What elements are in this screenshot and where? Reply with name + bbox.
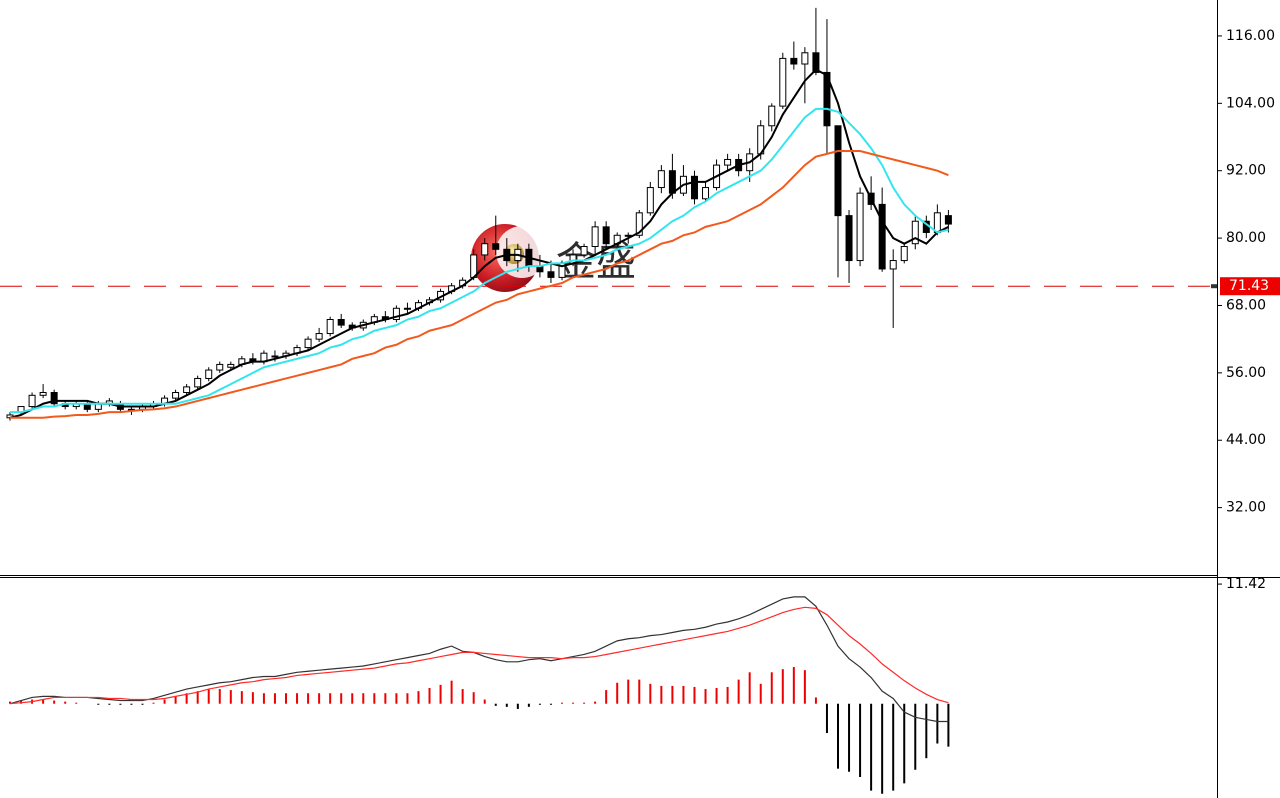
candle-body <box>205 369 213 379</box>
candle-body <box>337 319 345 326</box>
candle-body <box>702 187 710 200</box>
candle-body <box>194 377 202 388</box>
last-price-label: 71.43 <box>1229 278 1269 294</box>
price-panel: 32.00 44.00 56.00 68.00 80.00 92.00 104.00 116.… <box>0 7 1280 516</box>
candle-body <box>690 175 698 200</box>
candle-body <box>172 392 180 399</box>
candle-body <box>315 333 323 340</box>
last-price-marker <box>1211 284 1217 289</box>
candle-body <box>403 307 411 310</box>
candle-body <box>50 392 58 405</box>
candle-body <box>823 71 831 127</box>
y-tick-label: 68.00 <box>1226 297 1266 313</box>
candle-body <box>944 215 952 225</box>
y-tick-label: 44.00 <box>1226 432 1266 448</box>
candle-body <box>591 226 599 248</box>
candle-body <box>668 170 676 194</box>
candle-body <box>28 394 36 408</box>
candle-body <box>326 319 334 335</box>
candle-body <box>724 158 732 166</box>
candle-body <box>492 243 500 250</box>
y-tick-label: 56.00 <box>1226 365 1266 381</box>
candle-body <box>790 57 798 65</box>
y-tick-label: 11.42 <box>1226 576 1266 592</box>
candle-body <box>602 226 610 245</box>
candle-body <box>39 392 47 396</box>
candle-body <box>547 271 555 278</box>
indicator-line <box>10 150 949 419</box>
y-tick-label: 32.00 <box>1226 500 1266 516</box>
candle-body <box>779 57 787 107</box>
candle-body <box>657 170 665 189</box>
candle-body <box>646 187 654 214</box>
candle-body <box>933 212 941 233</box>
candle-body <box>768 105 776 127</box>
candle-body <box>889 260 897 270</box>
candle-body <box>635 212 643 236</box>
candle-body <box>227 363 235 368</box>
candle-body <box>900 246 908 262</box>
candle-body <box>812 52 820 73</box>
indicator-line <box>9 596 949 723</box>
candle-body <box>834 125 842 217</box>
candle-body <box>580 246 588 256</box>
candle-body <box>481 243 489 256</box>
indicator-line <box>9 606 949 705</box>
y-tick-label: 92.00 <box>1226 163 1266 179</box>
candle-body <box>845 215 853 262</box>
candle-body <box>856 192 864 262</box>
macd-panel: 11.42 <box>9 576 1266 794</box>
y-tick-label: 80.00 <box>1226 230 1266 246</box>
candle-body <box>392 307 400 321</box>
candle-body <box>801 52 809 65</box>
last-price-box <box>1220 277 1280 296</box>
y-tick-label: 104.00 <box>1226 95 1275 111</box>
candle-body <box>878 203 886 270</box>
y-tick-label: 116.00 <box>1226 28 1275 44</box>
candle-body <box>216 363 224 371</box>
candle-body <box>271 355 279 358</box>
candle-body <box>911 220 919 245</box>
candle-body <box>304 338 312 349</box>
indicator-line <box>10 107 949 414</box>
candle-body <box>183 386 191 394</box>
